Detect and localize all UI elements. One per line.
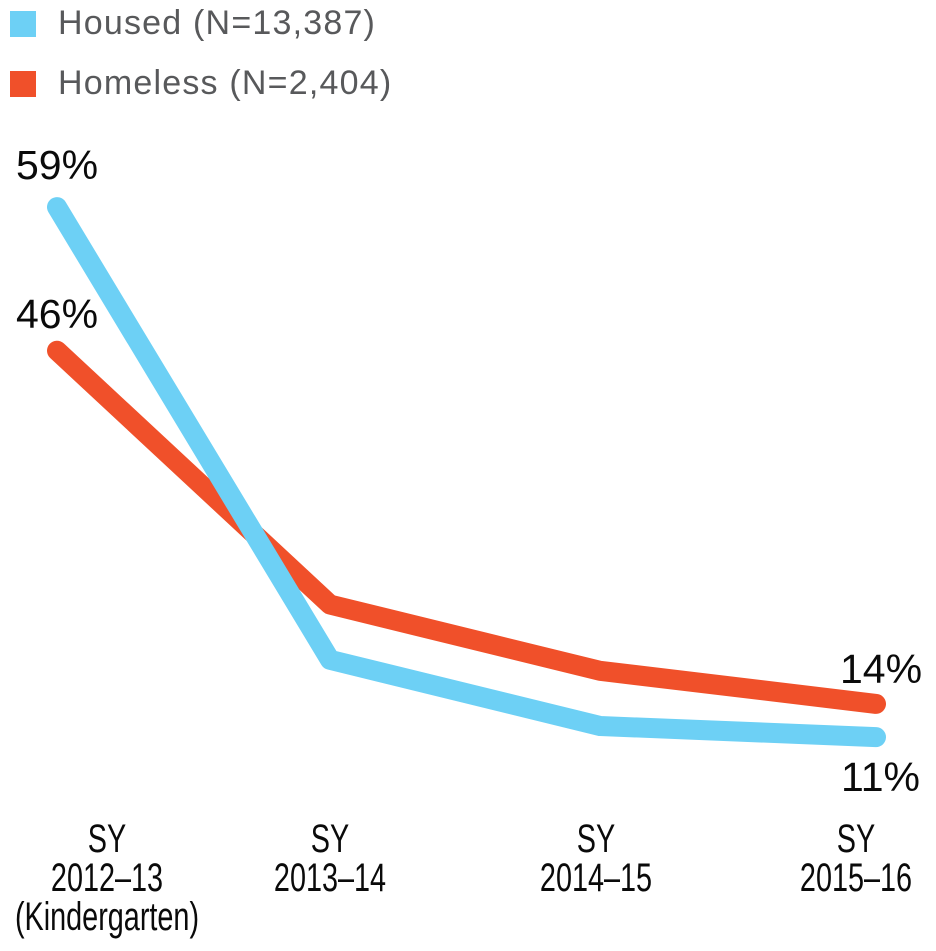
legend-label-homeless: Homeless (N=2,404) xyxy=(58,64,393,102)
x-tick-line: SY xyxy=(836,817,876,861)
point-label-housed-last: 11% xyxy=(841,754,921,800)
legend-item-homeless: Homeless (N=2,404) xyxy=(10,64,392,102)
legend-swatch-housed xyxy=(10,10,36,37)
point-label-homeless-first: 46% xyxy=(16,291,99,337)
point-label-homeless-last: 14% xyxy=(840,646,923,692)
legend-item-housed: Housed (N=13,387) xyxy=(10,4,392,42)
point-label-housed-first: 59% xyxy=(16,142,99,188)
x-tick-line: 2014–15 xyxy=(539,856,653,900)
x-tick-sy-2013-14: SY 2013–14 xyxy=(222,817,438,900)
legend: Housed (N=13,387) Homeless (N=2,404) xyxy=(10,4,392,130)
x-tick-line: SY xyxy=(87,817,127,861)
x-tick-line: SY xyxy=(310,817,350,861)
x-tick-line: (Kindergarten) xyxy=(14,895,200,939)
x-tick-line: 2015–16 xyxy=(799,856,913,900)
x-tick-line: 2012–13 xyxy=(50,856,164,900)
x-tick-sy-2014-15: SY 2014–15 xyxy=(488,817,704,900)
x-axis-labels: SY 2012–13 (Kindergarten) SY 2013–14 SY … xyxy=(0,817,936,951)
x-tick-sy-2012-13: SY 2012–13 (Kindergarten) xyxy=(0,817,215,939)
line-homeless xyxy=(47,340,886,714)
legend-swatch-homeless xyxy=(10,70,36,97)
x-tick-sy-2015-16: SY 2015–16 xyxy=(748,817,936,900)
x-tick-line: SY xyxy=(576,817,616,861)
line-housed xyxy=(47,197,886,748)
legend-label-housed: Housed (N=13,387) xyxy=(58,4,377,42)
x-tick-line: 2013–14 xyxy=(273,856,387,900)
